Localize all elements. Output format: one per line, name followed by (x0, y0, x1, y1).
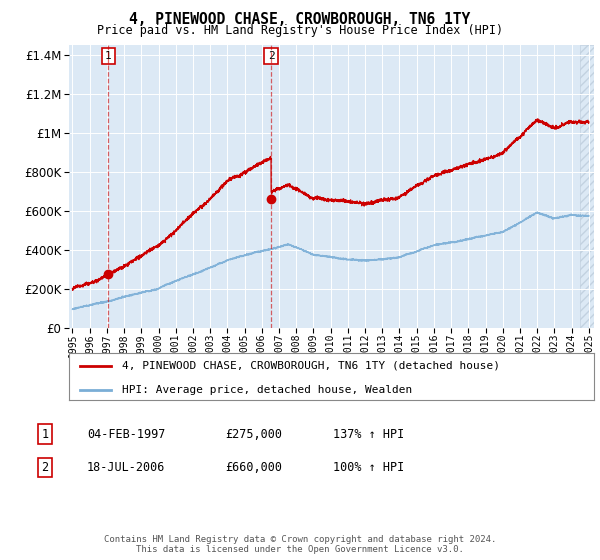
Text: 2: 2 (268, 51, 274, 61)
Text: 1: 1 (105, 51, 112, 61)
Text: 1: 1 (41, 427, 49, 441)
Text: HPI: Average price, detached house, Wealden: HPI: Average price, detached house, Weal… (121, 385, 412, 395)
Text: 18-JUL-2006: 18-JUL-2006 (87, 461, 166, 474)
Text: 04-FEB-1997: 04-FEB-1997 (87, 427, 166, 441)
Text: 4, PINEWOOD CHASE, CROWBOROUGH, TN6 1TY: 4, PINEWOOD CHASE, CROWBOROUGH, TN6 1TY (130, 12, 470, 27)
Text: 100% ↑ HPI: 100% ↑ HPI (333, 461, 404, 474)
Text: £660,000: £660,000 (225, 461, 282, 474)
Text: 2: 2 (41, 461, 49, 474)
Text: Contains HM Land Registry data © Crown copyright and database right 2024.
This d: Contains HM Land Registry data © Crown c… (104, 535, 496, 554)
Text: Price paid vs. HM Land Registry's House Price Index (HPI): Price paid vs. HM Land Registry's House … (97, 24, 503, 37)
Text: £275,000: £275,000 (225, 427, 282, 441)
Text: 137% ↑ HPI: 137% ↑ HPI (333, 427, 404, 441)
Text: 4, PINEWOOD CHASE, CROWBOROUGH, TN6 1TY (detached house): 4, PINEWOOD CHASE, CROWBOROUGH, TN6 1TY … (121, 361, 499, 371)
Bar (69, 45, 271, 328)
